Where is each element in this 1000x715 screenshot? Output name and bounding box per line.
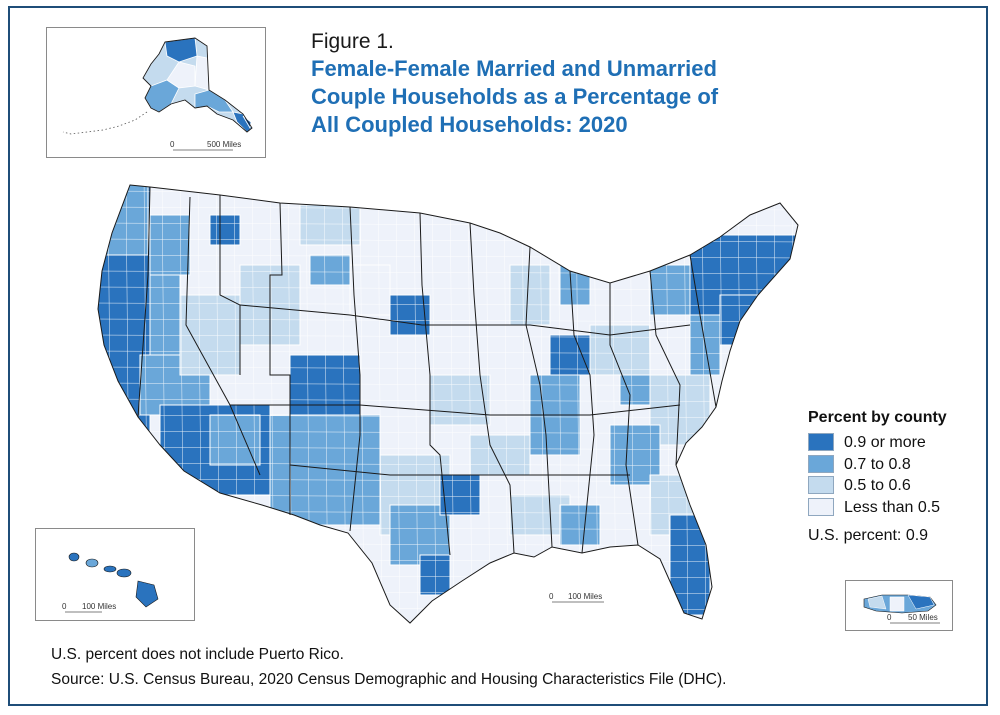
county-grid-line <box>98 430 798 435</box>
hawaii-scale-zero: 0 <box>62 602 67 611</box>
legend-swatch-3 <box>808 498 834 516</box>
county-grid-line <box>377 185 383 623</box>
county-grid-line <box>98 398 798 403</box>
county-grid-line <box>98 318 798 323</box>
county-grid-line <box>98 334 798 339</box>
county-grid-line <box>701 185 707 623</box>
county-grid-line <box>98 382 798 387</box>
puerto-rico-inset: 0 50 Miles <box>845 580 953 631</box>
county-grid-line <box>98 622 798 623</box>
legend-label-3: Less than 0.5 <box>844 499 941 516</box>
county-grid-line <box>98 270 798 275</box>
legend-item-2: 0.5 to 0.6 <box>808 476 978 496</box>
alaska-scale-zero: 0 <box>170 140 175 149</box>
alaska-scale-label: 500 Miles <box>207 140 241 149</box>
county-grid-line <box>413 185 419 623</box>
county-grid-line <box>98 302 798 307</box>
conus-scale-label: 100 Miles <box>568 592 602 601</box>
puerto-rico-note: U.S. percent does not include Puerto Ric… <box>51 646 344 663</box>
legend-label-0: 0.9 or more <box>844 434 926 451</box>
legend-title: Percent by county <box>808 409 947 426</box>
title-line-1: Female-Female Married and Unmarried <box>311 56 717 81</box>
county-grid-line <box>90 175 810 178</box>
conus-scale-zero: 0 <box>549 592 554 601</box>
us-percent: U.S. percent: 0.9 <box>808 527 929 544</box>
county-grid-line <box>431 185 437 623</box>
us-county-map: 0 100 Miles <box>90 175 810 624</box>
county-grid-line <box>98 414 798 419</box>
county-grid-line <box>395 185 401 623</box>
legend-item-0: 0.9 or more <box>808 433 978 453</box>
legend-swatch-2 <box>808 476 834 494</box>
figure-label: Figure 1. <box>311 30 394 53</box>
source-note: Source: U.S. Census Bureau, 2020 Census … <box>51 671 727 688</box>
alaska-inset: 0 500 Miles <box>46 27 266 158</box>
legend-item-3: Less than 0.5 <box>808 498 978 518</box>
figure-frame <box>8 6 988 706</box>
pr-scale-label: 50 Miles <box>908 613 938 622</box>
title-line-2: Couple Households as a Percentage of <box>311 84 719 109</box>
county-grid-line <box>467 185 473 623</box>
county-grid-line <box>98 286 798 291</box>
alaska-map: 0 500 Miles <box>62 37 253 151</box>
county-grid-line <box>98 366 798 371</box>
legend-swatch-0 <box>808 433 834 451</box>
legend-label-1: 0.7 to 0.8 <box>844 456 911 473</box>
pr-scale-zero: 0 <box>887 613 892 622</box>
puerto-rico-map: 0 50 Miles <box>863 594 940 624</box>
legend-swatch-1 <box>808 455 834 473</box>
county-grid-line <box>449 185 455 623</box>
hawaii-map: 0 100 Miles <box>62 552 159 613</box>
legend-label-2: 0.5 to 0.6 <box>844 477 911 494</box>
hawaii-scale-label: 100 Miles <box>82 602 116 611</box>
hawaii-inset: 0 100 Miles <box>35 528 195 621</box>
county-grid-line <box>485 185 491 623</box>
county-grid-line <box>98 350 798 355</box>
title-line-3: All Coupled Households: 2020 <box>311 112 628 137</box>
map-title: Female-Female Married and Unmarried Coup… <box>311 55 831 139</box>
legend-item-1: 0.7 to 0.8 <box>808 455 978 475</box>
